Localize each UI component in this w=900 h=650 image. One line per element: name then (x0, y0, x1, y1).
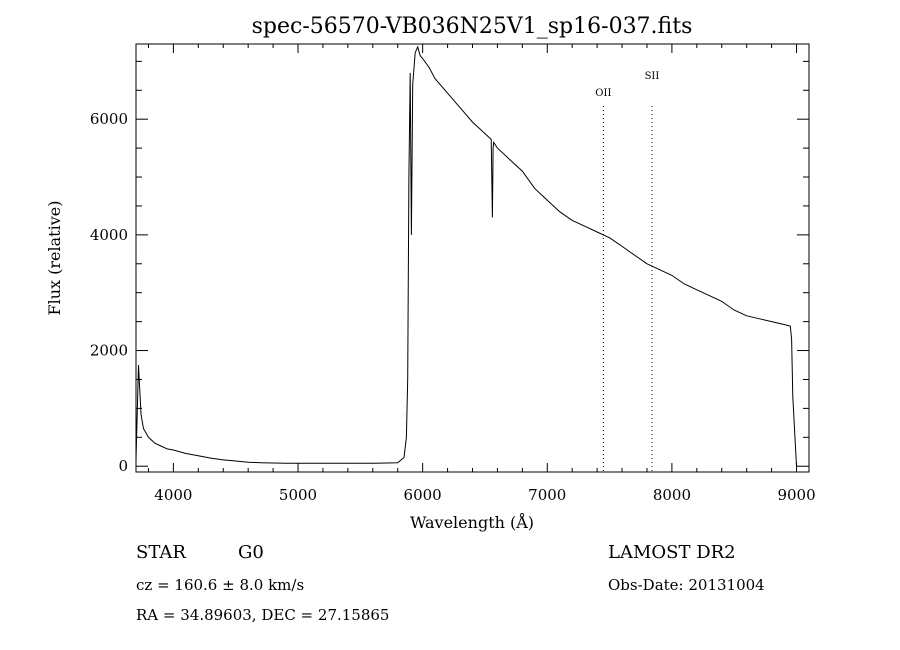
x-tick-label: 6000 (404, 486, 442, 504)
survey-name: LAMOST DR2 (608, 542, 736, 563)
x-tick-label: 9000 (777, 486, 815, 504)
x-tick-label: 7000 (528, 486, 566, 504)
x-tick-label: 5000 (279, 486, 317, 504)
redshift-text: cz = 160.6 ± 8.0 km/s (136, 576, 304, 594)
chart-title: spec-56570-VB036N25V1_sp16-037.fits (252, 14, 693, 39)
x-axis: 4000 5000 6000 7000 8000 9000 (147, 44, 816, 504)
x-tick-label: 8000 (653, 486, 691, 504)
y-tick-label: 0 (118, 457, 128, 475)
x-axis-label: Wavelength (Å) (410, 512, 534, 532)
line-markers: OII SII (595, 71, 659, 472)
x-tick-label: 4000 (154, 486, 192, 504)
spectrum-line (135, 45, 797, 467)
obs-date: Obs-Date: 20131004 (608, 576, 765, 594)
y-tick-label: 2000 (90, 342, 128, 360)
y-tick-label: 4000 (90, 226, 128, 244)
line-label-oii: OII (595, 88, 611, 99)
y-axis-label: Flux (relative) (45, 201, 64, 316)
line-label-sii: SII (645, 71, 660, 82)
plot-frame (135, 43, 810, 473)
y-axis: 0 2000 4000 6000 (90, 60, 809, 475)
y-tick-label: 6000 (90, 110, 128, 128)
object-class: STAR (136, 542, 186, 563)
coordinates: RA = 34.89603, DEC = 27.15865 (136, 606, 389, 624)
object-subclass: G0 (238, 542, 264, 563)
